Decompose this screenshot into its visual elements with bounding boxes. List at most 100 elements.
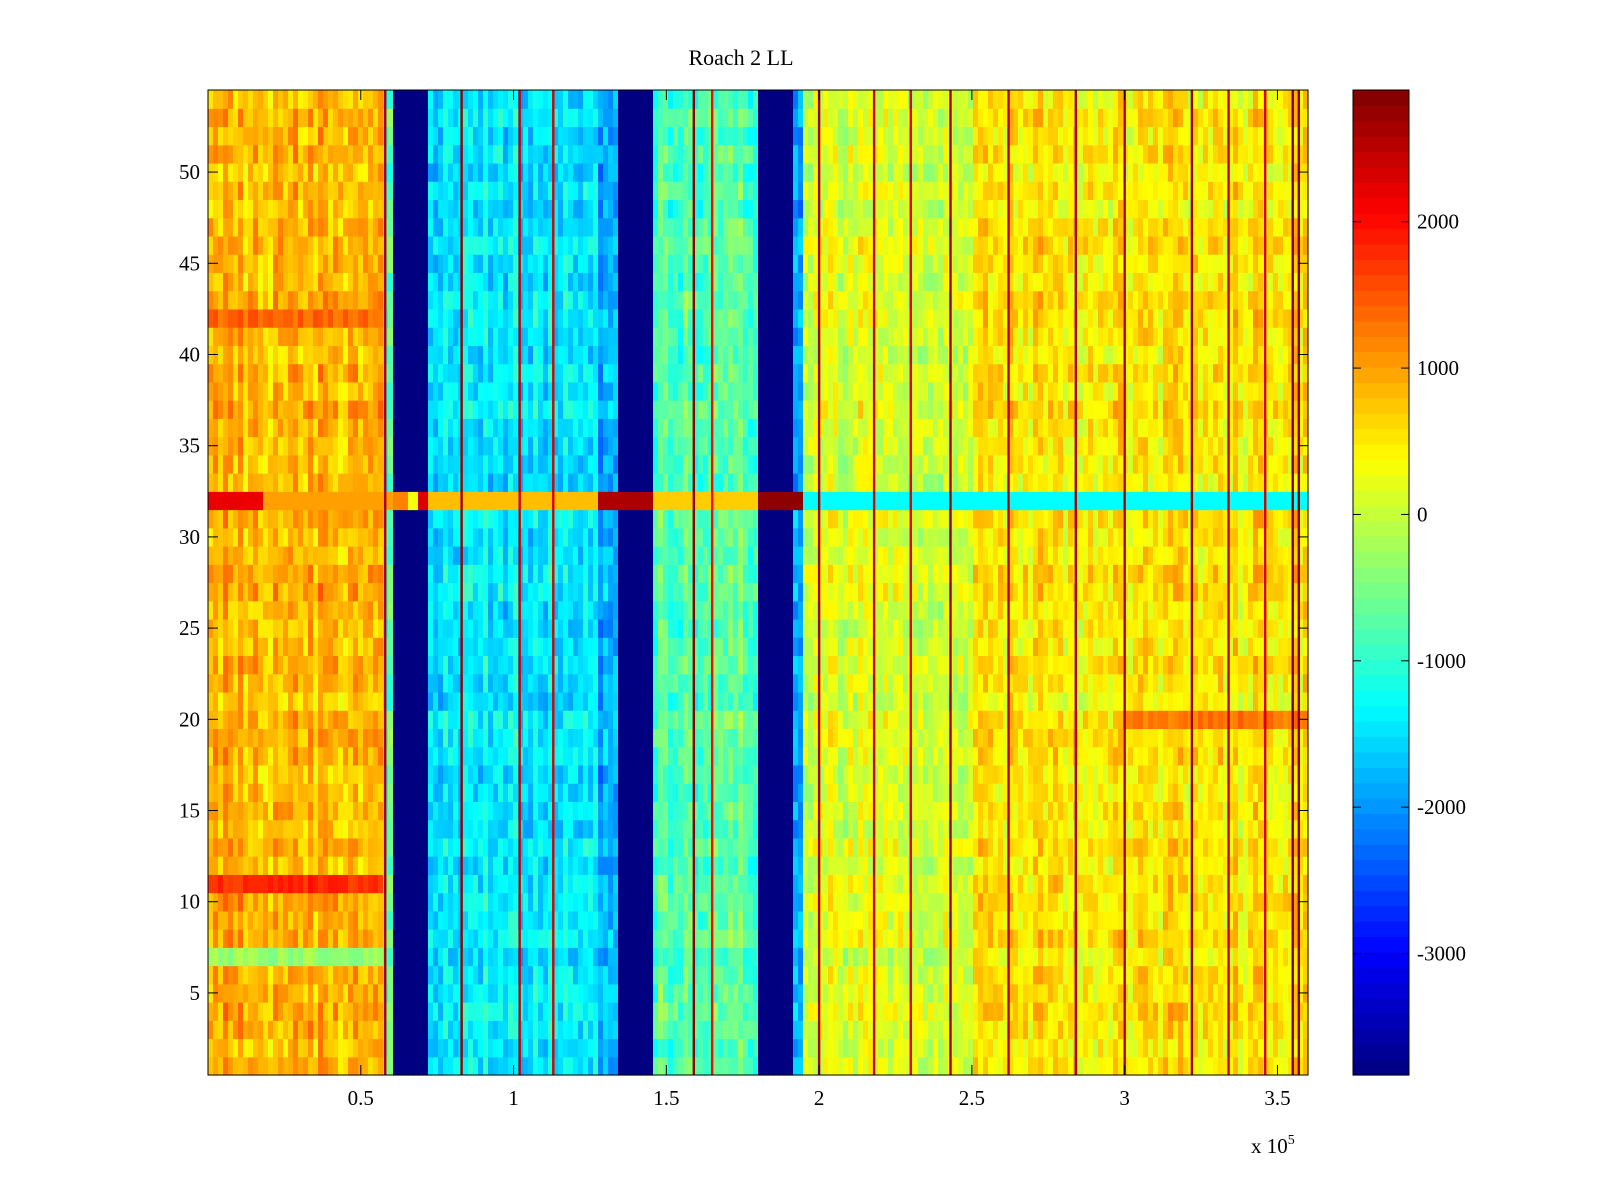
heatmap-cell xyxy=(228,363,234,383)
heatmap-cell xyxy=(293,363,299,383)
heatmap-cell xyxy=(368,235,374,255)
heatmap-cell xyxy=(423,1038,429,1058)
heatmap-cell xyxy=(648,691,654,711)
heatmap-cell xyxy=(223,436,229,456)
heatmap-cell xyxy=(398,327,404,346)
heatmap-cell xyxy=(508,1002,514,1021)
heatmap-cell xyxy=(318,345,324,365)
heatmap-cell xyxy=(538,947,544,967)
heatmap-cell xyxy=(578,90,584,109)
heatmap-cell xyxy=(233,217,239,237)
heatmap-cell xyxy=(363,108,369,128)
heatmap-cell xyxy=(283,837,289,857)
heatmap-cell xyxy=(603,892,609,912)
heatmap-cell xyxy=(293,874,299,894)
heatmap-cell xyxy=(668,1038,674,1058)
heatmap-cell xyxy=(283,345,289,365)
heatmap-cell xyxy=(538,400,544,419)
heatmap-cell xyxy=(398,509,404,529)
heatmap-cell xyxy=(313,637,319,657)
heatmap-cell xyxy=(398,217,404,237)
heatmap-cell xyxy=(323,254,329,274)
heatmap-cell xyxy=(658,1002,664,1021)
heatmap-cell xyxy=(288,783,294,802)
heatmap-cell xyxy=(278,582,284,602)
heatmap-cell xyxy=(248,546,254,565)
heatmap-cell xyxy=(208,1056,214,1076)
heatmap-cell xyxy=(628,837,634,857)
heatmap-cell xyxy=(278,618,284,638)
heatmap-cell xyxy=(363,546,369,565)
heatmap-cell xyxy=(213,546,219,565)
heatmap-cell xyxy=(488,509,494,529)
heatmap-cell xyxy=(668,546,674,565)
heatmap-cell xyxy=(658,345,664,365)
heatmap-cell xyxy=(338,618,344,638)
heatmap-cell xyxy=(358,618,364,638)
heatmap-cell xyxy=(618,618,624,638)
heatmap-cell xyxy=(543,746,549,766)
heatmap-cell xyxy=(583,1002,589,1021)
heatmap-cell xyxy=(648,764,654,784)
heatmap-cell xyxy=(363,910,369,930)
heatmap-cell xyxy=(643,454,649,474)
heatmap-cell xyxy=(263,728,269,748)
heatmap-cell xyxy=(403,345,409,365)
heatmap-cell xyxy=(633,308,639,328)
heatmap-cell xyxy=(513,856,519,875)
heatmap-cell xyxy=(663,217,669,237)
heatmap-cell xyxy=(553,783,559,802)
heatmap-cell xyxy=(243,983,249,1003)
heatmap-cell xyxy=(348,600,354,620)
heatmap-cell xyxy=(633,181,639,201)
heatmap-cell xyxy=(378,126,384,146)
heatmap-cell xyxy=(243,582,249,602)
heatmap-cell xyxy=(558,965,564,985)
heatmap-cell xyxy=(488,345,494,365)
heatmap-cell xyxy=(408,655,414,675)
heatmap-cell xyxy=(653,929,659,948)
heatmap-cell xyxy=(568,710,574,730)
heatmap-cell xyxy=(473,235,479,255)
heatmap-cell xyxy=(323,217,329,237)
heatmap-cell xyxy=(613,819,619,839)
heatmap-cell xyxy=(353,837,359,857)
heatmap-cell xyxy=(213,509,219,529)
heatmap-cell xyxy=(238,1002,244,1021)
heatmap-cell xyxy=(628,162,634,182)
heatmap-cell xyxy=(473,783,479,802)
heatmap-cell xyxy=(253,618,259,638)
heatmap-cell xyxy=(278,929,284,948)
heatmap-cell xyxy=(378,1056,384,1076)
heatmap-cell xyxy=(653,272,659,292)
heatmap-cell xyxy=(553,965,559,985)
heatmap-cell xyxy=(553,144,559,164)
heatmap-cell xyxy=(628,892,634,912)
heatmap-cell xyxy=(663,837,669,857)
heatmap-cell xyxy=(388,764,394,784)
heatmap-cell xyxy=(363,965,369,985)
heatmap-cell xyxy=(653,910,659,930)
heatmap-cell xyxy=(528,783,534,802)
heatmap-cell xyxy=(408,710,414,730)
heatmap-cell xyxy=(413,162,419,182)
heatmap-cell xyxy=(603,564,609,584)
heatmap-cell xyxy=(598,856,604,875)
heatmap-cell xyxy=(528,801,534,821)
heatmap-cell xyxy=(648,509,654,529)
heatmap-cell xyxy=(493,108,499,128)
heatmap-cell xyxy=(348,308,354,328)
heatmap-cell xyxy=(238,947,244,967)
heatmap-cell xyxy=(398,746,404,766)
heatmap-cell xyxy=(563,874,569,894)
heatmap-cell xyxy=(468,436,474,456)
heatmap-cell xyxy=(473,454,479,474)
heatmap-cell xyxy=(588,272,594,292)
heatmap-cell xyxy=(643,910,649,930)
heatmap-cell xyxy=(313,546,319,565)
heatmap-cell xyxy=(563,290,569,310)
heatmap-cell xyxy=(233,345,239,365)
heatmap-cell xyxy=(403,892,409,912)
heatmap-cell xyxy=(623,90,629,109)
heatmap-cell xyxy=(248,217,254,237)
